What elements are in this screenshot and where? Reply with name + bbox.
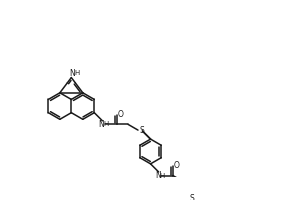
Text: H: H <box>74 70 79 76</box>
Text: N: N <box>69 69 75 78</box>
Text: O: O <box>117 110 123 119</box>
Text: S: S <box>189 194 194 200</box>
Text: N: N <box>99 120 104 129</box>
Text: H: H <box>103 121 109 127</box>
Text: N: N <box>155 171 161 180</box>
Text: H: H <box>160 173 165 179</box>
Text: O: O <box>173 161 179 170</box>
Text: S: S <box>139 126 144 135</box>
